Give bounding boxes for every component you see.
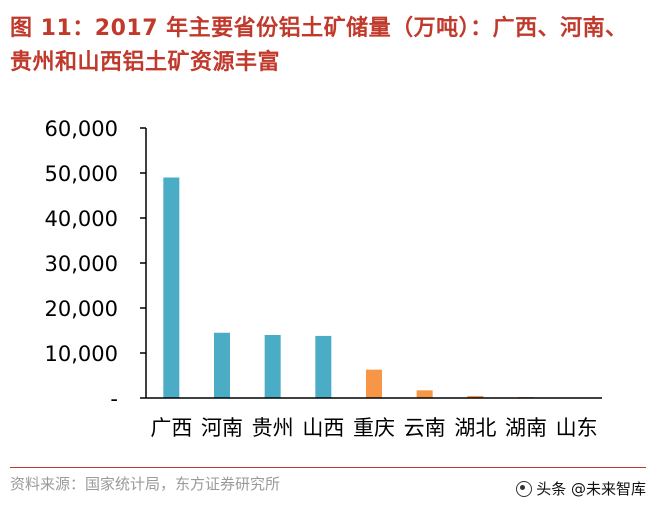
x-category-label: 重庆 xyxy=(353,416,395,440)
bar-云南 xyxy=(416,390,433,398)
x-axis-labels: 广西 河南 贵州 山西 重庆 云南 湖北 湖南 山东 xyxy=(150,416,597,440)
bar-chart: - 10,000 20,000 30,000 40,000 50,000 60,000 广西… xyxy=(45,117,602,440)
y-tick-label: 10,000 xyxy=(45,342,118,366)
x-category-label: 山东 xyxy=(556,416,598,440)
x-category-label: 贵州 xyxy=(252,416,294,440)
watermark-text: 头条 @未来智库 xyxy=(536,480,646,498)
x-category-label: 广西 xyxy=(150,416,192,440)
y-tick-label: - xyxy=(110,387,118,411)
y-tick-label: 30,000 xyxy=(45,252,118,276)
bar-湖北 xyxy=(467,395,484,398)
x-category-label: 湖南 xyxy=(505,416,547,440)
y-tick-label: 50,000 xyxy=(45,162,118,186)
bar-河南 xyxy=(214,332,230,398)
y-tick-label: 60,000 xyxy=(45,117,118,141)
x-category-label: 山西 xyxy=(302,416,344,440)
bar-广西 xyxy=(163,177,180,398)
y-tick-label: 40,000 xyxy=(45,207,118,231)
y-axis-ticks: - 10,000 20,000 30,000 40,000 50,000 60,000 xyxy=(45,117,146,411)
bar-山西 xyxy=(315,335,332,398)
x-category-label: 云南 xyxy=(404,416,446,440)
bar-重庆 xyxy=(366,369,382,398)
bar-贵州 xyxy=(264,335,281,398)
bars xyxy=(163,177,585,399)
chart-title: 图 11：2017 年主要省份铝土矿储量（万吨）：广西、河南、贵州和山西铝土矿资… xyxy=(10,16,628,75)
watermark-icon xyxy=(516,480,533,497)
source-note: 资料来源：国家统计局，东方证券研究所 xyxy=(10,475,281,493)
footer-divider xyxy=(10,467,646,468)
x-category-label: 湖北 xyxy=(454,416,496,440)
y-tick-label: 20,000 xyxy=(45,297,118,321)
x-category-label: 河南 xyxy=(201,416,243,440)
watermark: 头条 @未来智库 xyxy=(516,478,646,499)
